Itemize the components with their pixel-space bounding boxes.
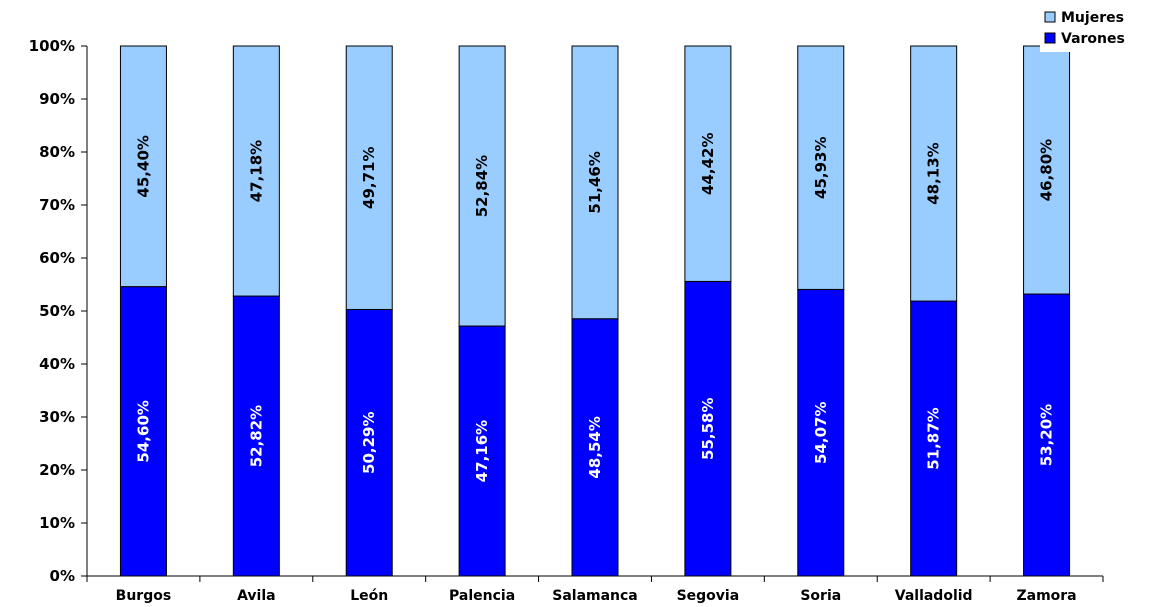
data-label-varones: 48,54% [586,416,604,478]
bar-varones [232,295,280,577]
x-tick-label: Palencia [449,588,515,604]
bar-mujeres [797,45,845,290]
bar-mujeres [232,45,280,297]
legend-label-mujeres: Mujeres [1061,10,1124,26]
data-label-varones: 50,29% [360,411,378,473]
bar-varones [797,288,845,577]
x-tick-label: Segovia [677,588,740,604]
data-label-varones: 51,87% [925,407,943,469]
x-tick-label: Avila [237,588,276,604]
data-label-mujeres: 49,71% [360,146,378,208]
y-tick-label: 90% [39,90,75,108]
data-label-varones: 47,16% [473,420,491,482]
y-tick-label: 80% [39,143,75,161]
bar-mujeres [345,45,393,310]
legend-box [1040,6,1152,52]
y-tick-label: 40% [39,355,75,373]
data-label-mujeres: 45,93% [812,136,830,198]
bar-varones [345,308,393,577]
bar-mujeres [910,45,958,302]
data-label-mujeres: 46,80% [1038,139,1056,201]
bar-varones [119,286,167,577]
data-labels: 54,60% 45,40% 52,82% 47,18% 50,29% 49,71% 47,1… [134,132,1055,482]
data-label-mujeres: 51,46% [586,151,604,213]
x-tick-label: Valladolid [895,588,973,604]
data-label-varones: 55,58% [699,397,717,459]
y-tick-label: 50% [39,302,75,320]
bar-varones [1023,293,1071,577]
data-label-varones: 54,60% [134,400,152,462]
y-tick-label: 30% [39,408,75,426]
y-tick-label: 20% [39,461,75,479]
bar-mujeres [684,45,732,282]
legend: Mujeres Varones [1040,6,1152,52]
data-label-mujeres: 52,84% [473,155,491,217]
x-tick-label: León [350,588,388,604]
data-label-mujeres: 44,42% [699,132,717,194]
bar-mujeres [458,45,506,327]
legend-swatch-mujeres [1044,11,1056,23]
y-tick-label: 100% [29,37,75,55]
x-tick-label: Soria [800,588,841,604]
x-tick-label: Burgos [116,588,172,604]
bars [119,45,1071,577]
data-label-varones: 54,07% [812,401,830,463]
bar-varones [571,318,619,577]
x-tick-label: Zamora [1016,588,1076,604]
y-tick-label: 0% [50,567,75,585]
x-axis: Burgos Avila León Palencia Salamanca Segovia S… [86,575,1104,604]
bar-mujeres [571,45,619,320]
y-tick-label: 10% [39,514,75,532]
bar-mujeres [1023,45,1071,295]
data-label-varones: 52,82% [247,405,265,467]
legend-label-varones: Varones [1061,31,1125,47]
y-axis: 0% 10% 20% 30% 40% 50% 60% 70% 80% 90% 100% [29,37,88,585]
data-label-mujeres: 45,40% [134,135,152,197]
y-tick-label: 70% [39,196,75,214]
x-tick-label: Salamanca [552,588,638,604]
data-label-varones: 53,20% [1038,404,1056,466]
y-tick-label: 60% [39,249,75,267]
data-label-mujeres: 48,13% [925,142,943,204]
legend-swatch-varones [1044,32,1056,44]
bar-varones [458,325,506,577]
data-label-mujeres: 47,18% [247,140,265,202]
bar-mujeres [119,45,167,288]
